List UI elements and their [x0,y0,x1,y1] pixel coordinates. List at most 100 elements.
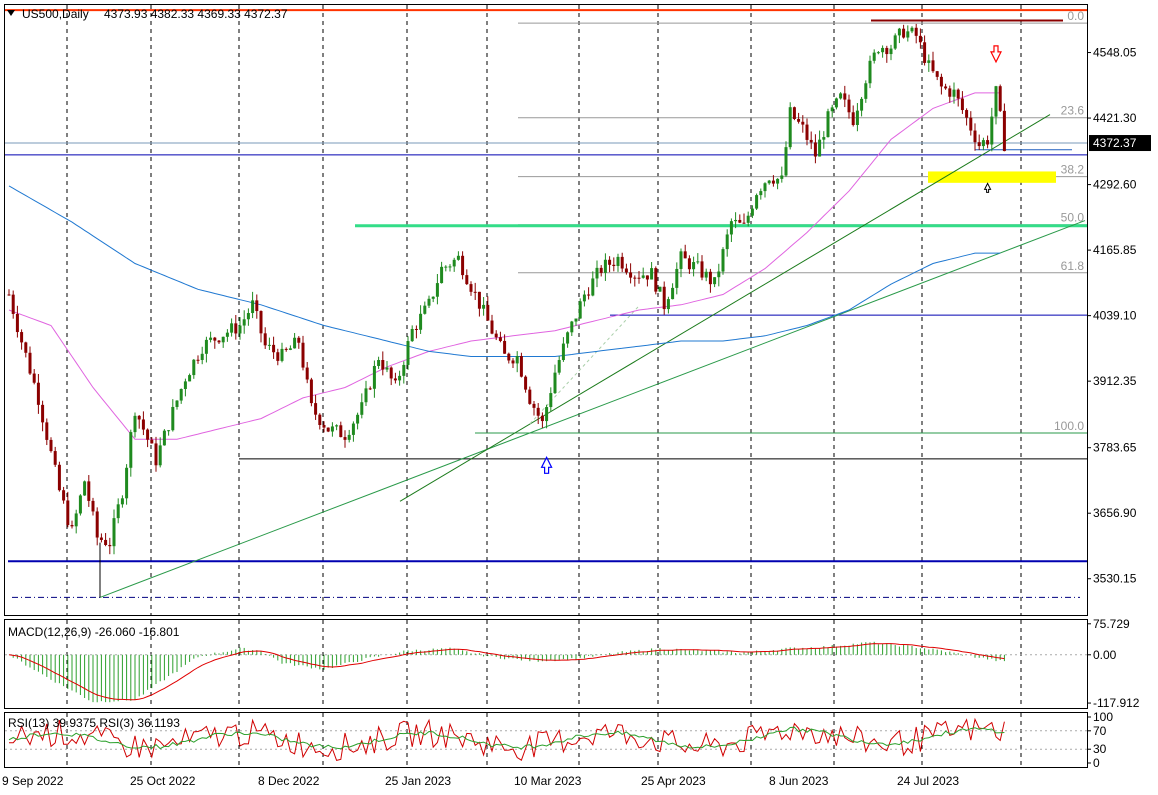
arrow-up-small-icon [983,182,992,193]
last-price-label: 4372.37 [1093,136,1137,150]
candle-bear [944,86,948,89]
candle-bear [284,348,288,350]
candle-bull [402,364,406,376]
candle-bear [503,340,507,354]
symbol-label: US500,Daily [22,7,89,21]
candle-bull [830,107,834,112]
candle-bear [683,251,687,259]
x-tick-label: 8 Dec 2022 [258,774,320,788]
candle-bull [456,255,460,260]
candle-bull [406,341,410,365]
candle-bull [591,278,595,296]
candle-bear [540,415,544,422]
candle-bull [561,343,565,361]
candle-bull [372,365,376,389]
candle-bull [162,430,166,446]
x-tick-label: 24 Jul 2023 [897,774,959,788]
candle-bull [780,175,784,179]
candle-bull [721,249,725,272]
candle-bull [192,359,196,376]
x-tick-label: 25 Jan 2023 [385,774,451,788]
y-tick-label: 4292.60 [1093,178,1137,192]
axes: 9 Sep 2022 25 Oct 2022 8 Dec 2022 25 Jan 20… [2,46,1151,788]
y-tick-label: 4548.05 [1093,46,1137,60]
candle-bear [473,291,477,293]
candle-bear [57,464,61,491]
candle-bull [435,283,439,297]
candle-bull [658,286,662,292]
candle-bull [204,339,208,354]
candle-bear [196,359,200,361]
arrow-up-icon [540,455,553,474]
candle-bull [566,332,570,344]
candle-bull [603,259,607,273]
candle-bull [952,89,956,97]
candle-bull [288,348,292,350]
candle-bear [53,451,57,465]
macd-tick-label: 75.729 [1093,617,1130,631]
candle-bull [704,271,708,278]
candle-bull [553,372,557,394]
candle-bear [843,93,847,100]
candle-bear [15,313,19,333]
candle-bear [847,99,851,113]
candle-bull [230,323,234,333]
candle-bear [217,340,221,343]
fib-level-label: 23.6 [1061,104,1085,118]
candle-bull [183,381,187,390]
candle-bull [864,83,868,99]
candle-bear [998,86,1002,111]
candle-bear [608,259,612,265]
candle-bear [326,427,330,432]
candle-bear [137,415,141,420]
candle-bear [700,261,704,278]
candle-bull [125,467,129,499]
candle-bear [297,337,301,343]
candle-bear [28,352,32,374]
candle-bull [351,423,355,435]
candle-bear [633,277,637,279]
dotted-trend-line [529,304,641,425]
candle-bear [935,71,939,77]
candle-bull [280,348,284,361]
candle-bull [767,180,771,184]
candle-bull [746,215,750,223]
candle-bear [108,544,112,547]
candle-bull [893,35,897,49]
candle-bull [444,266,448,268]
candle-bear [91,500,95,512]
highlight-zone [928,171,1056,183]
candle-bull [335,425,339,427]
candle-bear [255,300,259,312]
rsi-fast-line [9,717,1005,761]
candle-bear [20,332,24,343]
candle-bull [360,402,364,415]
candle-bear [469,284,473,292]
candle-bull [666,299,670,310]
arrow-down-icon [990,45,1002,64]
candle-bull [679,251,683,269]
candle-bull [448,266,452,268]
candle-bear [587,294,591,296]
candle-bear [612,264,616,267]
candle-bull [330,426,334,432]
rsi-tick-label: 30 [1093,742,1107,756]
candle-bear [599,267,603,273]
candle-bear [528,389,532,404]
candle-bull [776,178,780,184]
candle-bull [557,360,561,373]
triangle-down-icon[interactable] [7,10,15,16]
candle-bear [511,360,515,364]
candle-bull [641,275,645,278]
moving-average-ma-fast [8,92,1001,440]
candle-bull [734,219,738,222]
candle-bull [755,195,759,209]
candle-bear [494,333,498,338]
price-panel: 0.0 23.6 38.2 50.0 61.8 100.0 [4,4,1088,616]
candle-bull [242,319,246,326]
candle-bull [897,28,901,36]
candle-bear [490,320,494,334]
candle-bear [708,271,712,285]
candle-bear [931,60,935,72]
